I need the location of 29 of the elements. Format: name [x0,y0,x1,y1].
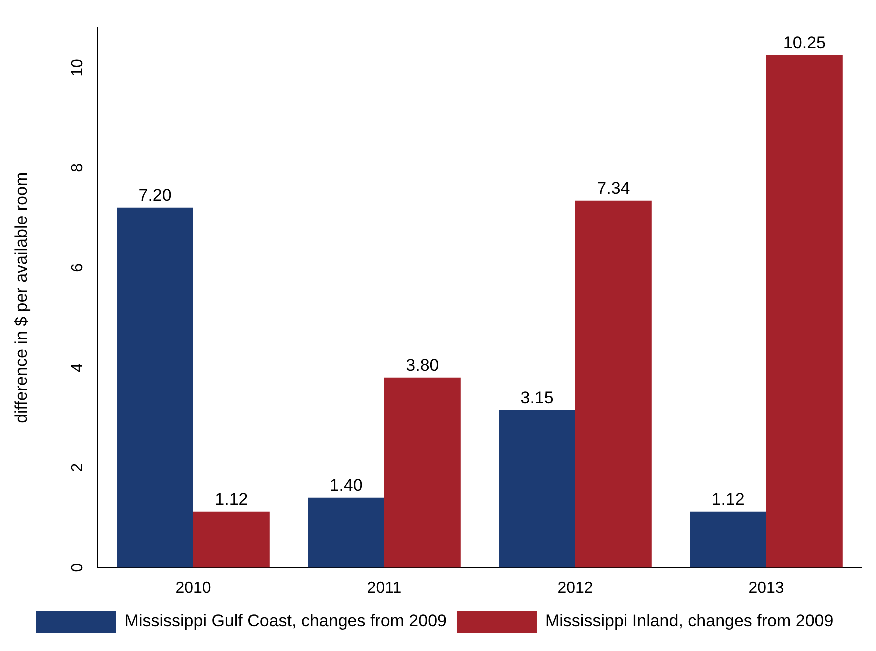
bar [690,512,766,568]
data-label: 7.34 [597,179,630,198]
legend-label: Mississippi Gulf Coast, changes from 2009 [124,612,448,631]
x-tick-label: 2010 [176,580,212,597]
bar [117,208,194,568]
bar [499,410,576,568]
data-label: 10.25 [783,34,826,53]
data-label: 7.20 [138,186,172,206]
legend-label: Mississippi Inland, changes from 2009 [545,612,834,631]
x-tick-label: 2012 [558,580,594,597]
y-tick-label: 2 [69,463,86,472]
data-label: 3.15 [520,388,554,408]
bar [384,378,461,568]
bar [766,55,843,568]
bar [576,200,652,568]
data-label: 1.40 [330,476,363,496]
y-tick-label: 0 [69,563,86,572]
data-label: 1.12 [712,490,745,510]
y-tick-label: 4 [69,363,86,372]
x-tick-label: 2011 [367,580,402,597]
bar [194,512,270,568]
bar [308,498,384,568]
y-axis-title: difference in $ per available room [12,172,31,424]
data-label: 1.12 [215,490,248,510]
y-tick-label: 8 [69,163,86,172]
y-tick-label: 6 [69,263,86,272]
x-tick-label: 2013 [748,580,784,597]
data-label: 3.80 [406,356,440,376]
y-tick-label: 10 [69,58,86,77]
